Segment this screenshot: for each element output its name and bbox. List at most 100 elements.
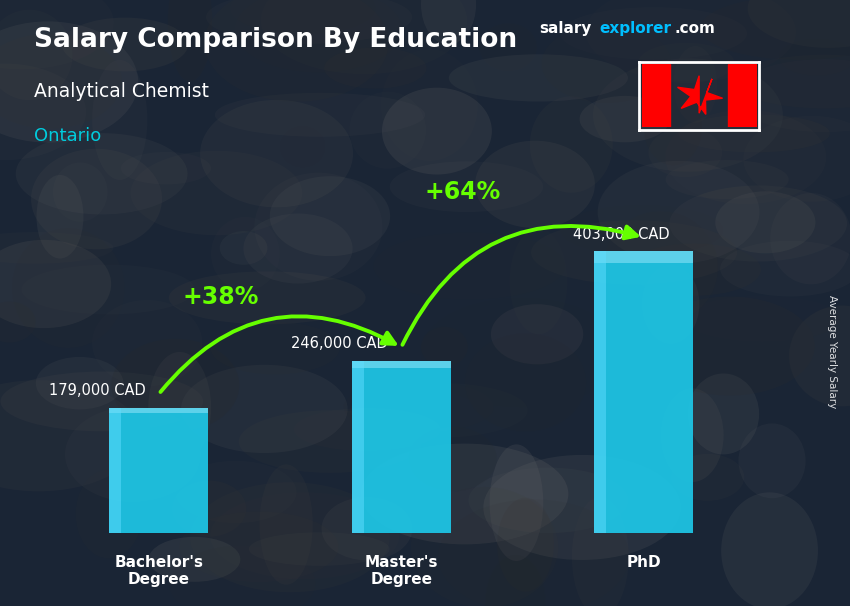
Ellipse shape: [541, 24, 672, 103]
Bar: [594, 251, 606, 533]
Ellipse shape: [390, 161, 543, 212]
Ellipse shape: [560, 7, 747, 60]
Text: Salary Comparison By Education: Salary Comparison By Education: [34, 27, 517, 53]
Ellipse shape: [169, 545, 315, 606]
Ellipse shape: [670, 185, 847, 262]
Ellipse shape: [1, 371, 203, 431]
Ellipse shape: [484, 455, 681, 560]
Ellipse shape: [661, 388, 723, 482]
Ellipse shape: [259, 464, 313, 585]
Ellipse shape: [700, 0, 850, 60]
Ellipse shape: [382, 88, 492, 175]
Ellipse shape: [649, 128, 722, 177]
Ellipse shape: [121, 152, 211, 184]
Text: 403,000 CAD: 403,000 CAD: [574, 227, 670, 242]
Bar: [109, 408, 121, 533]
Ellipse shape: [149, 537, 241, 582]
Ellipse shape: [644, 296, 814, 396]
Ellipse shape: [249, 532, 389, 566]
Ellipse shape: [179, 511, 338, 582]
Ellipse shape: [0, 240, 111, 328]
Ellipse shape: [643, 90, 702, 165]
Ellipse shape: [0, 64, 86, 160]
Ellipse shape: [373, 233, 565, 299]
Ellipse shape: [688, 373, 759, 454]
Ellipse shape: [211, 322, 339, 375]
Ellipse shape: [678, 115, 830, 152]
Ellipse shape: [497, 498, 554, 591]
Bar: [728, 64, 756, 127]
Text: +38%: +38%: [182, 285, 258, 309]
Ellipse shape: [411, 487, 558, 606]
Text: Analytical Chemist: Analytical Chemist: [34, 82, 209, 101]
Ellipse shape: [107, 418, 180, 456]
Ellipse shape: [261, 0, 468, 74]
Ellipse shape: [449, 55, 628, 102]
Ellipse shape: [169, 271, 366, 324]
Ellipse shape: [684, 296, 841, 342]
Ellipse shape: [748, 0, 850, 48]
Ellipse shape: [586, 0, 796, 81]
Bar: [109, 408, 208, 413]
Bar: [594, 251, 694, 533]
Text: Ontario: Ontario: [34, 127, 101, 145]
Ellipse shape: [716, 191, 815, 253]
Ellipse shape: [215, 93, 425, 137]
Ellipse shape: [36, 357, 123, 410]
Ellipse shape: [230, 0, 376, 34]
Ellipse shape: [92, 300, 202, 386]
Ellipse shape: [219, 231, 268, 265]
Ellipse shape: [181, 365, 348, 453]
Ellipse shape: [638, 43, 734, 83]
Ellipse shape: [531, 221, 737, 285]
Ellipse shape: [269, 176, 390, 256]
Bar: [352, 361, 364, 533]
Ellipse shape: [148, 352, 211, 463]
Ellipse shape: [350, 383, 528, 438]
Ellipse shape: [206, 0, 412, 44]
Ellipse shape: [243, 213, 353, 284]
Ellipse shape: [779, 39, 850, 76]
Ellipse shape: [175, 461, 297, 523]
Text: explorer: explorer: [599, 21, 672, 36]
Bar: [352, 361, 450, 368]
Ellipse shape: [580, 96, 670, 142]
Ellipse shape: [31, 149, 162, 249]
Text: .com: .com: [674, 21, 715, 36]
Ellipse shape: [666, 160, 789, 199]
Bar: [352, 361, 450, 533]
Ellipse shape: [210, 492, 400, 579]
Polygon shape: [677, 76, 722, 115]
Ellipse shape: [673, 46, 717, 123]
Ellipse shape: [321, 497, 412, 561]
Ellipse shape: [131, 151, 303, 235]
Ellipse shape: [65, 407, 201, 502]
Ellipse shape: [671, 454, 745, 501]
Ellipse shape: [743, 116, 850, 202]
Ellipse shape: [439, 499, 629, 606]
Ellipse shape: [642, 264, 700, 344]
Ellipse shape: [76, 470, 142, 558]
Ellipse shape: [205, 0, 388, 102]
Ellipse shape: [62, 18, 188, 72]
Ellipse shape: [666, 110, 826, 204]
Ellipse shape: [739, 424, 806, 498]
Text: salary: salary: [540, 21, 592, 36]
Ellipse shape: [734, 55, 850, 108]
Ellipse shape: [0, 380, 140, 491]
Ellipse shape: [789, 305, 850, 407]
Ellipse shape: [172, 481, 246, 537]
Ellipse shape: [491, 304, 583, 364]
Ellipse shape: [510, 228, 568, 335]
Ellipse shape: [343, 381, 494, 433]
Ellipse shape: [361, 444, 569, 544]
Ellipse shape: [349, 92, 426, 168]
Ellipse shape: [235, 0, 402, 72]
Ellipse shape: [421, 327, 468, 367]
Ellipse shape: [604, 211, 718, 324]
Text: 246,000 CAD: 246,000 CAD: [291, 336, 388, 351]
Ellipse shape: [21, 265, 195, 315]
Text: Average Yearly Salary: Average Yearly Salary: [827, 295, 837, 408]
Ellipse shape: [0, 34, 122, 128]
Ellipse shape: [720, 241, 850, 296]
